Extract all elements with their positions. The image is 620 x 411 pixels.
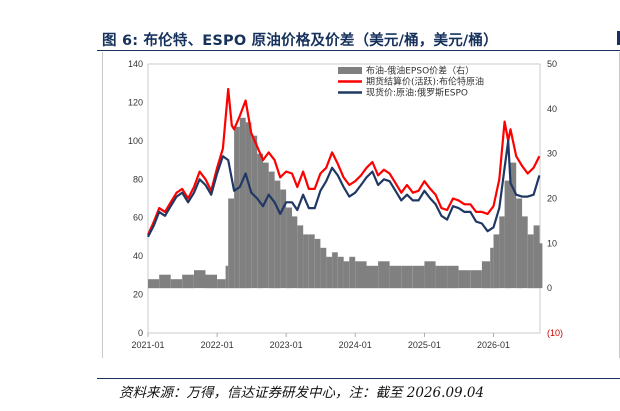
spread-bar	[303, 234, 309, 289]
spread-bar	[245, 122, 252, 289]
spread-bar	[297, 225, 304, 289]
x-tick-label: 2026-01	[477, 340, 510, 350]
spread-bar	[470, 270, 482, 289]
chart-title: 图 6: 布伦特、ESPO 原油价格及价差（美元/桶，美元/桶）	[102, 33, 498, 49]
y-right-tick-label: (10)	[547, 328, 563, 338]
y-right-tick-label: 40	[547, 104, 557, 114]
spread-bar	[447, 265, 459, 289]
spread-bar	[217, 279, 226, 289]
spread-bar	[268, 171, 275, 289]
spread-bar	[527, 234, 534, 289]
spread-bar	[412, 265, 425, 289]
spread-bar	[228, 198, 235, 289]
spread-bar	[510, 162, 517, 289]
spread-bar	[378, 261, 390, 289]
legend-label: 期货结算价(活跃):布伦特原油	[366, 76, 484, 88]
spread-bar	[320, 247, 327, 289]
spread-bar	[337, 256, 344, 289]
spread-bar	[349, 256, 356, 289]
spread-bar	[159, 274, 171, 289]
y-left-tick-label: 100	[128, 136, 143, 146]
y-right-tick-label: 10	[547, 238, 557, 248]
x-tick-label: 2021-01	[131, 340, 164, 350]
spread-bar	[389, 265, 402, 289]
spread-bar	[251, 135, 258, 289]
brent-line	[146, 87, 541, 236]
spread-bar	[533, 225, 540, 289]
spread-bar	[314, 238, 321, 289]
spread-bar	[182, 274, 194, 289]
y-left-tick-label: 140	[128, 59, 143, 69]
price-lines	[146, 87, 541, 238]
spread-bar	[194, 270, 206, 289]
spread-bar	[280, 189, 287, 289]
y-left-tick-label: 20	[133, 290, 143, 300]
spread-bar	[286, 207, 292, 289]
y-left-tick-label: 120	[128, 97, 143, 107]
spread-bar	[225, 265, 229, 289]
spread-bar	[170, 279, 183, 289]
spread-bars	[148, 117, 543, 289]
spread-bar	[458, 270, 471, 289]
legend-label: 布油-俄油EPSO价差（右）	[366, 65, 474, 77]
spread-bar	[424, 261, 436, 289]
spread-bar	[292, 216, 298, 289]
spread-bar	[522, 216, 528, 289]
x-tick-label: 2024-01	[339, 340, 372, 350]
spread-bar	[326, 256, 333, 289]
y-right-tick-label: 30	[547, 149, 557, 159]
y-left-tick-label: 80	[133, 174, 143, 184]
spread-bar	[435, 265, 448, 289]
spread-bar	[239, 117, 246, 289]
espo-line	[147, 139, 541, 238]
spread-bar	[516, 198, 523, 289]
source-note: 资料来源：万得，信达证券研发中心，注：截至 2026.09.04	[119, 385, 485, 401]
x-tick-label: 2022-01	[201, 340, 234, 350]
spread-bar	[332, 252, 338, 289]
spread-bar	[308, 234, 315, 289]
spread-bar	[355, 261, 367, 289]
spread-bar	[401, 265, 413, 289]
spread-bar	[493, 234, 500, 289]
spread-bar	[274, 180, 281, 289]
spread-bar	[490, 247, 494, 289]
plot-area	[147, 63, 541, 334]
spread-bar	[539, 243, 543, 289]
y-right-tick-label: 0	[547, 283, 552, 293]
spread-bar	[343, 261, 350, 289]
spread-bar	[234, 126, 240, 289]
source-rule	[97, 378, 620, 379]
spread-bar	[148, 279, 160, 289]
spread-bar	[257, 153, 264, 289]
y-left-tick-label: 60	[133, 213, 143, 223]
spread-bar	[504, 180, 511, 289]
legend-swatch-spread	[338, 67, 362, 74]
title-rule	[97, 50, 620, 51]
spread-bar	[263, 162, 269, 289]
spread-bar	[499, 216, 505, 289]
y-right-tick-label: 20	[547, 194, 557, 204]
y-left-tick-label: 0	[138, 328, 143, 338]
legend: 布油-俄油EPSO价差（右）期货结算价(活跃):布伦特原油现货价:原油:俄罗斯E…	[338, 65, 484, 99]
x-tick-label: 2025-01	[408, 340, 441, 350]
title-marker	[617, 31, 620, 45]
y-right-tick-label: 50	[547, 59, 557, 69]
axes: 0 20 40 60 80 100 120 140 (10) 0 10 20 30 40 50 2021-01…	[128, 59, 563, 350]
spread-bar	[205, 274, 217, 289]
legend-label: 现货价:原油:俄罗斯ESPO	[366, 87, 468, 99]
x-tick-label: 2023-01	[270, 340, 303, 350]
y-left-tick-label: 40	[133, 251, 143, 261]
spread-bar	[481, 261, 491, 289]
spread-bar	[366, 265, 378, 289]
